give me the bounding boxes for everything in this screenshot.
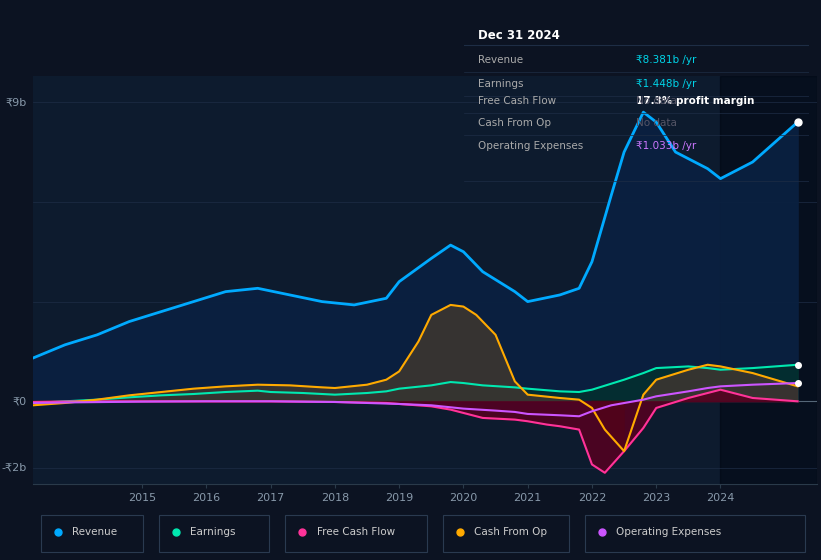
Text: Free Cash Flow: Free Cash Flow [478,96,556,106]
Text: Cash From Op: Cash From Op [478,119,551,128]
Text: Operating Expenses: Operating Expenses [478,141,583,151]
Text: Dec 31 2024: Dec 31 2024 [478,29,560,41]
Text: No data: No data [636,96,677,106]
Text: 17.3% profit margin: 17.3% profit margin [636,96,754,106]
Text: ₹1.448b /yr: ₹1.448b /yr [636,79,697,89]
Text: Revenue: Revenue [72,527,117,537]
Text: -₹2b: -₹2b [2,463,26,473]
Text: Cash From Op: Cash From Op [475,527,548,537]
Text: ₹0: ₹0 [12,396,26,407]
Text: Revenue: Revenue [478,55,523,66]
Text: Free Cash Flow: Free Cash Flow [317,527,395,537]
Bar [721,76,817,484]
Text: ₹8.381b /yr: ₹8.381b /yr [636,55,697,66]
Text: No data: No data [636,119,677,128]
Text: Earnings: Earnings [190,527,236,537]
Text: ₹1.033b /yr: ₹1.033b /yr [636,141,696,151]
Text: Earnings: Earnings [478,79,523,89]
Text: ₹9b: ₹9b [5,97,26,107]
Text: Operating Expenses: Operating Expenses [616,527,722,537]
